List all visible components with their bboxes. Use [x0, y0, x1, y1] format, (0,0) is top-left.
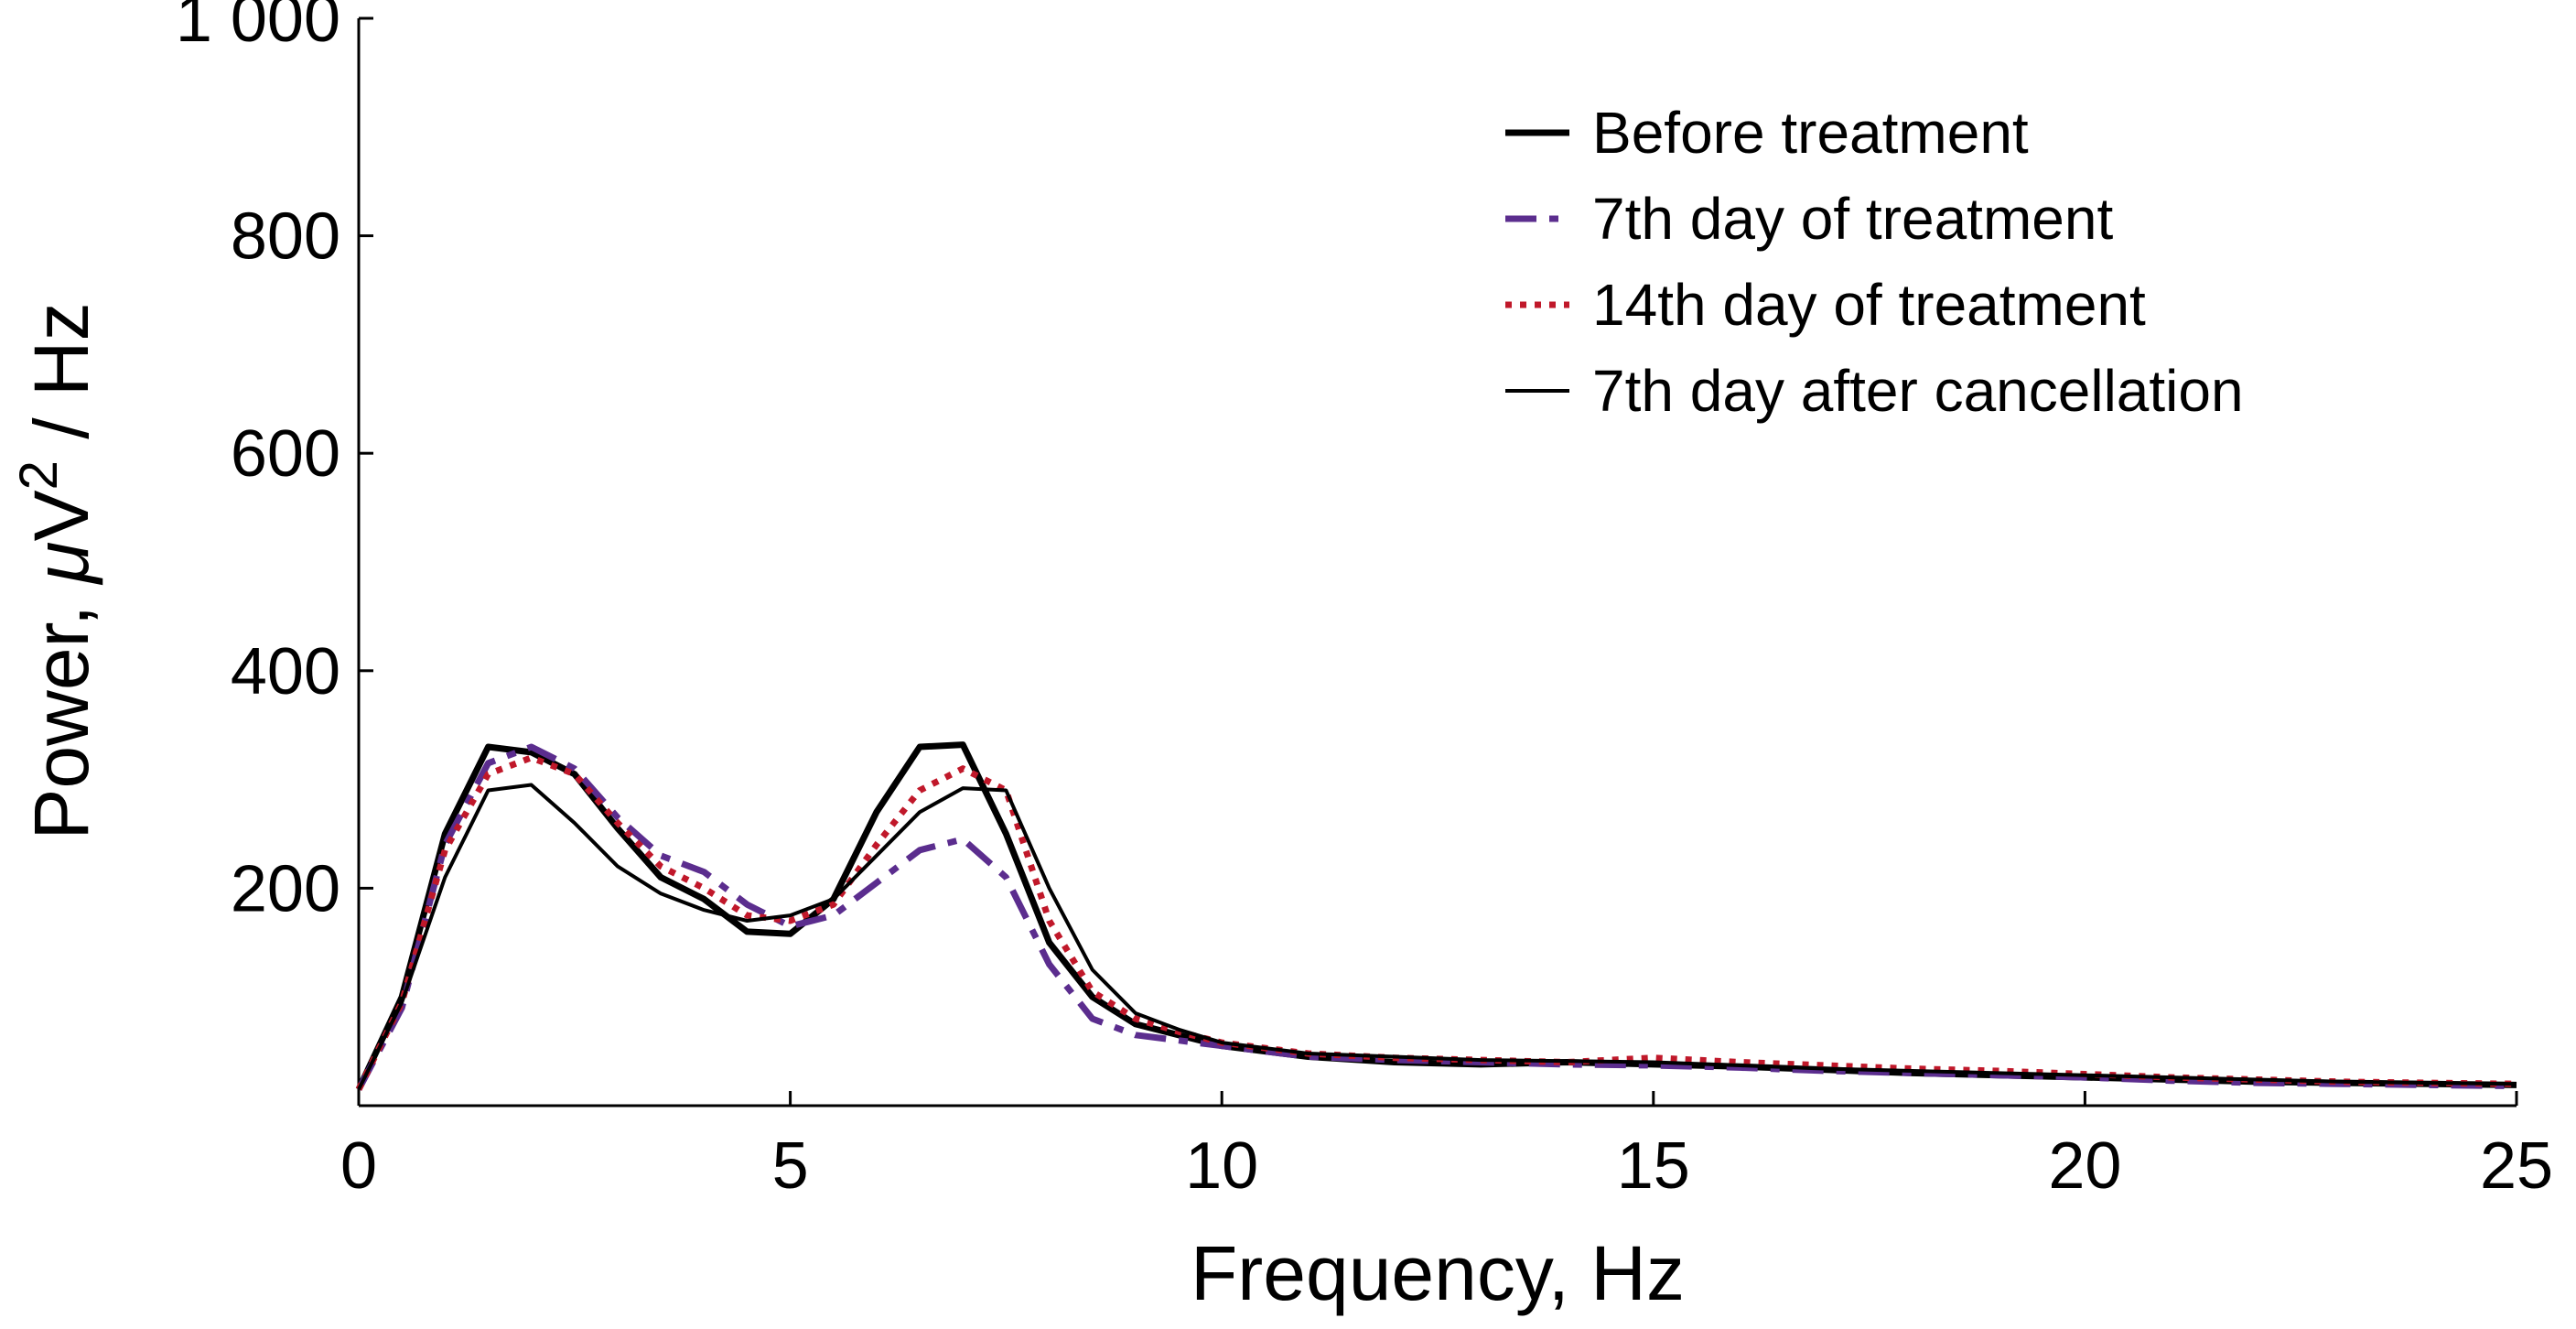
legend-item: 7th day of treatment — [1505, 186, 2113, 252]
x-tick-label: 5 — [772, 1129, 809, 1203]
y-axis-title-mu: μ — [18, 541, 104, 585]
series-layer — [355, 741, 2517, 1091]
legend-label: 7th day of treatment — [1592, 186, 2113, 252]
x-axis-title: Frequency, Hz — [1191, 1230, 1685, 1316]
series-line-1 — [355, 741, 2517, 1091]
x-tick-label: 20 — [2048, 1129, 2121, 1203]
series-line-3 — [355, 754, 2517, 1091]
legend-item: 14th day of treatment — [1505, 272, 2146, 338]
y-tick-label: 800 — [231, 200, 340, 274]
y-axis-title: Power, μV2 / Hz — [9, 302, 104, 839]
series-2 — [355, 743, 2517, 1091]
series-3 — [355, 754, 2517, 1091]
y-axis-title-suffix: / Hz — [18, 302, 104, 460]
legend-label: 14th day of treatment — [1592, 272, 2146, 338]
y-axis-title-prefix: Power, — [18, 583, 104, 839]
legend-label: Before treatment — [1592, 100, 2029, 166]
legend-label: 7th day after cancellation — [1592, 358, 2244, 424]
y-tick-label: 400 — [231, 635, 340, 708]
x-tick-label: 0 — [340, 1129, 377, 1203]
y-tick-label: 1 000 — [176, 0, 340, 56]
x-tick-label: 25 — [2480, 1129, 2553, 1203]
series-line-2 — [355, 743, 2517, 1091]
y-tick-label: 200 — [231, 852, 340, 925]
legend-item: 7th day after cancellation — [1505, 358, 2244, 424]
y-axis-title-unit: V — [18, 490, 104, 541]
y-tick-label: 600 — [231, 417, 340, 491]
legend: Before treatment 7th day of treatment 14th… — [1505, 100, 2244, 424]
series-line-4 — [357, 783, 2517, 1091]
x-tick-label: 10 — [1185, 1129, 1258, 1203]
series-1 — [355, 741, 2517, 1091]
x-tick-label: 15 — [1617, 1129, 1690, 1203]
legend-item: Before treatment — [1505, 100, 2029, 166]
series-4 — [357, 783, 2517, 1091]
axes: 0 5 10 15 20 25 200 400 600 800 1 000 — [176, 0, 2553, 1203]
y-axis-title-exponent: 2 — [9, 460, 69, 490]
